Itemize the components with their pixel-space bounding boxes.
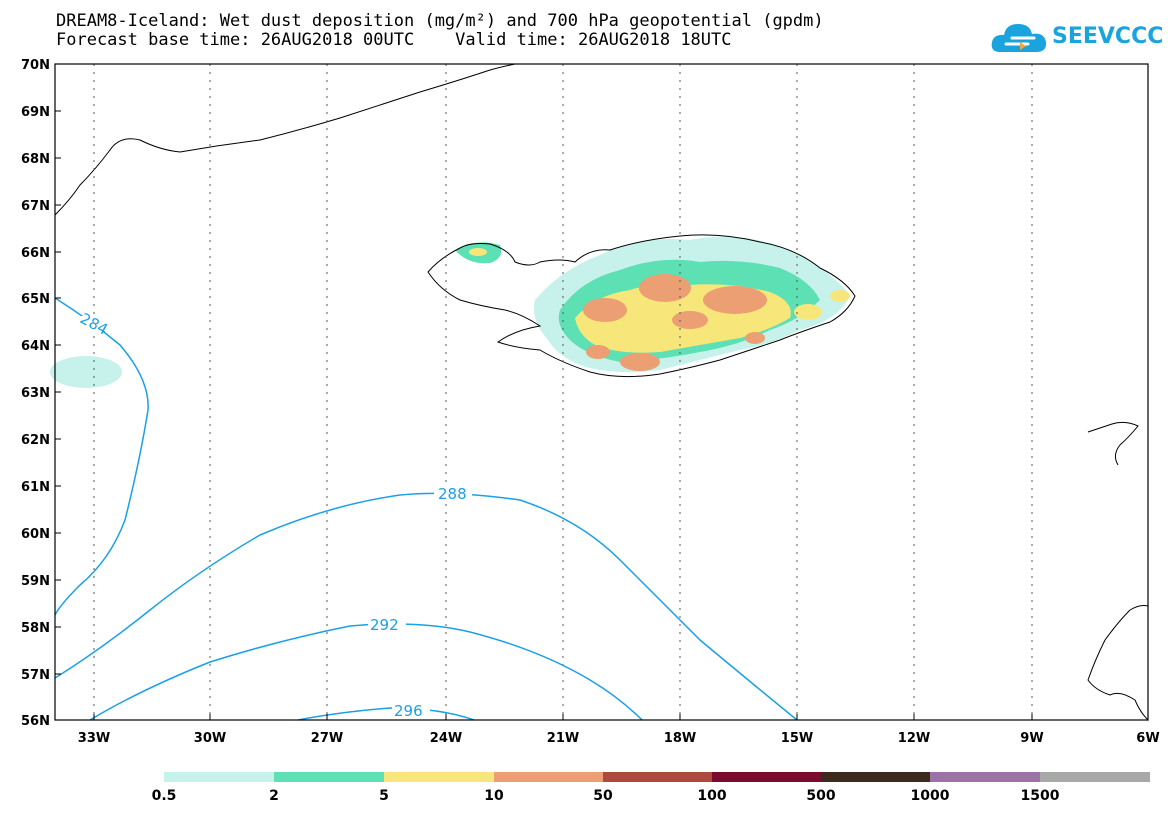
- lat-label: 67N: [21, 199, 50, 214]
- lat-label: 59N: [21, 574, 50, 589]
- latitude-axis: 70N 69N 68N 67N 66N 65N 64N 63N 62N 61N …: [21, 58, 61, 729]
- colorbar-label: 2: [269, 788, 279, 804]
- colorbar: [164, 772, 1150, 782]
- contour-292: [89, 623, 643, 721]
- contour-label-292: 292: [370, 616, 399, 634]
- colorbar-labels: 0.5 2 5 10 50 100 500 1000 1500: [152, 788, 1060, 804]
- contour-288: [54, 492, 798, 721]
- longitude-axis: 33W 30W 27W 24W 21W 18W 15W 12W 9W 6W: [78, 714, 1160, 746]
- colorbar-label: 50: [593, 788, 613, 804]
- map-frame: [54, 63, 1149, 721]
- contour-label-288: 288: [438, 485, 467, 503]
- colorbar-label: 1500: [1021, 788, 1060, 804]
- lat-label: 57N: [21, 668, 50, 683]
- iceland-coastline: [427, 234, 856, 378]
- dust-area-iceland: [455, 236, 850, 373]
- lat-label: 66N: [21, 246, 50, 261]
- lat-label: 68N: [21, 152, 50, 167]
- lat-label: 64N: [21, 339, 50, 354]
- greenland-coastline: [54, 63, 516, 216]
- lon-label: 27W: [311, 731, 343, 746]
- colorbar-swatch: [494, 772, 603, 782]
- lat-label: 58N: [21, 621, 50, 636]
- lon-label: 21W: [547, 731, 579, 746]
- lon-label: 30W: [194, 731, 226, 746]
- longitude-gridlines: [93, 64, 1033, 720]
- colorbar-label: 5: [379, 788, 389, 804]
- lat-label: 69N: [21, 105, 50, 120]
- forecast-time-line: Forecast base time: 26AUG2018 00UTC Vali…: [56, 30, 732, 50]
- colorbar-label: 500: [806, 788, 835, 804]
- lat-label: 65N: [21, 292, 50, 307]
- lon-label: 33W: [78, 731, 110, 746]
- lon-label: 6W: [1136, 731, 1159, 746]
- lon-label: 12W: [898, 731, 930, 746]
- colorbar-swatch: [821, 772, 930, 782]
- lat-label: 56N: [21, 714, 50, 729]
- lat-label: 70N: [21, 58, 50, 73]
- colorbar-label: 100: [697, 788, 726, 804]
- contour-label-296: 296: [394, 702, 423, 720]
- lon-label: 24W: [430, 731, 462, 746]
- faroe-coastline: [1087, 421, 1139, 466]
- lon-label: 18W: [664, 731, 696, 746]
- logo-text: SEEVCCC: [1052, 24, 1164, 49]
- colorbar-swatch: [384, 772, 494, 782]
- colorbar-label: 10: [484, 788, 504, 804]
- colorbar-swatch: [930, 772, 1040, 782]
- lat-label: 63N: [21, 386, 50, 401]
- colorbar-label: 0.5: [152, 788, 177, 804]
- colorbar-swatch: [164, 772, 274, 782]
- scotland-coastline: [1087, 605, 1149, 722]
- colorbar-swatch: [712, 772, 821, 782]
- colorbar-label: 1000: [911, 788, 950, 804]
- seevccc-logo: SEEVCCC: [990, 18, 1163, 58]
- lat-label: 60N: [21, 527, 50, 542]
- contour-296: [297, 707, 475, 721]
- lat-label: 61N: [21, 480, 50, 495]
- dust-shading: [50, 236, 850, 388]
- lon-label: 9W: [1020, 731, 1043, 746]
- cloud-logo-icon: [991, 24, 1047, 52]
- map-title: DREAM8-Iceland: Wet dust deposition (mg/…: [56, 11, 824, 31]
- colorbar-swatch: [1040, 772, 1150, 782]
- colorbar-swatch: [603, 772, 712, 782]
- lat-label: 62N: [21, 433, 50, 448]
- lon-label: 15W: [781, 731, 813, 746]
- contour-284: [54, 297, 149, 616]
- dust-area-west: [50, 356, 122, 388]
- colorbar-swatch: [274, 772, 384, 782]
